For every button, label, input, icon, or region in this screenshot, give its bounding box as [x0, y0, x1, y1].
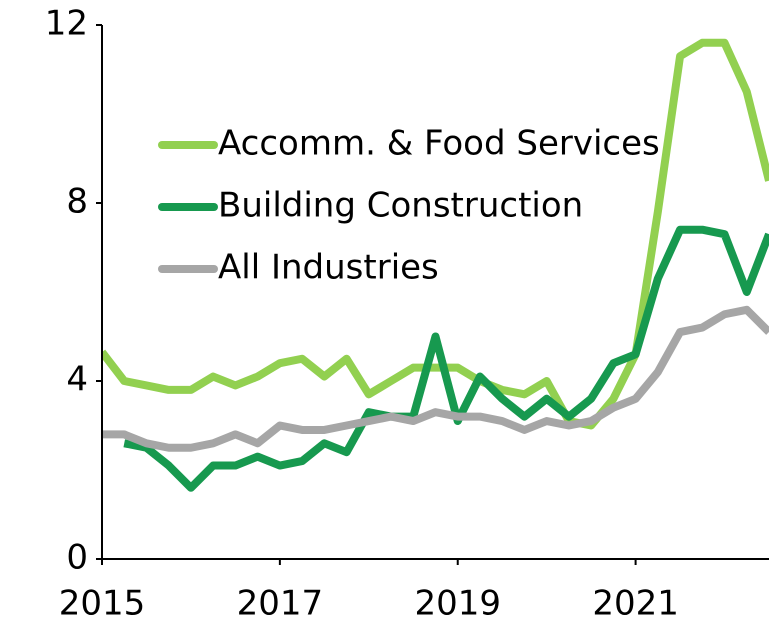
legend-label: Accomm. & Food Services	[218, 124, 660, 164]
y-tick-label: 4	[66, 360, 88, 400]
series-line	[123, 225, 769, 492]
x-tick-label: 2021	[592, 584, 679, 622]
legend-label: All Industries	[218, 248, 439, 288]
x-tick-label: 2019	[414, 584, 501, 622]
y-tick-label: 8	[66, 182, 88, 222]
plot-area	[102, 38, 769, 492]
series-line	[102, 38, 769, 430]
y-tick-label: 0	[66, 538, 88, 578]
legend-label: Building Construction	[218, 186, 583, 226]
series-line	[102, 305, 769, 452]
x-tick-label: 2015	[59, 584, 146, 622]
x-tick-label: 2017	[237, 584, 324, 622]
y-tick-label: 12	[45, 4, 88, 44]
